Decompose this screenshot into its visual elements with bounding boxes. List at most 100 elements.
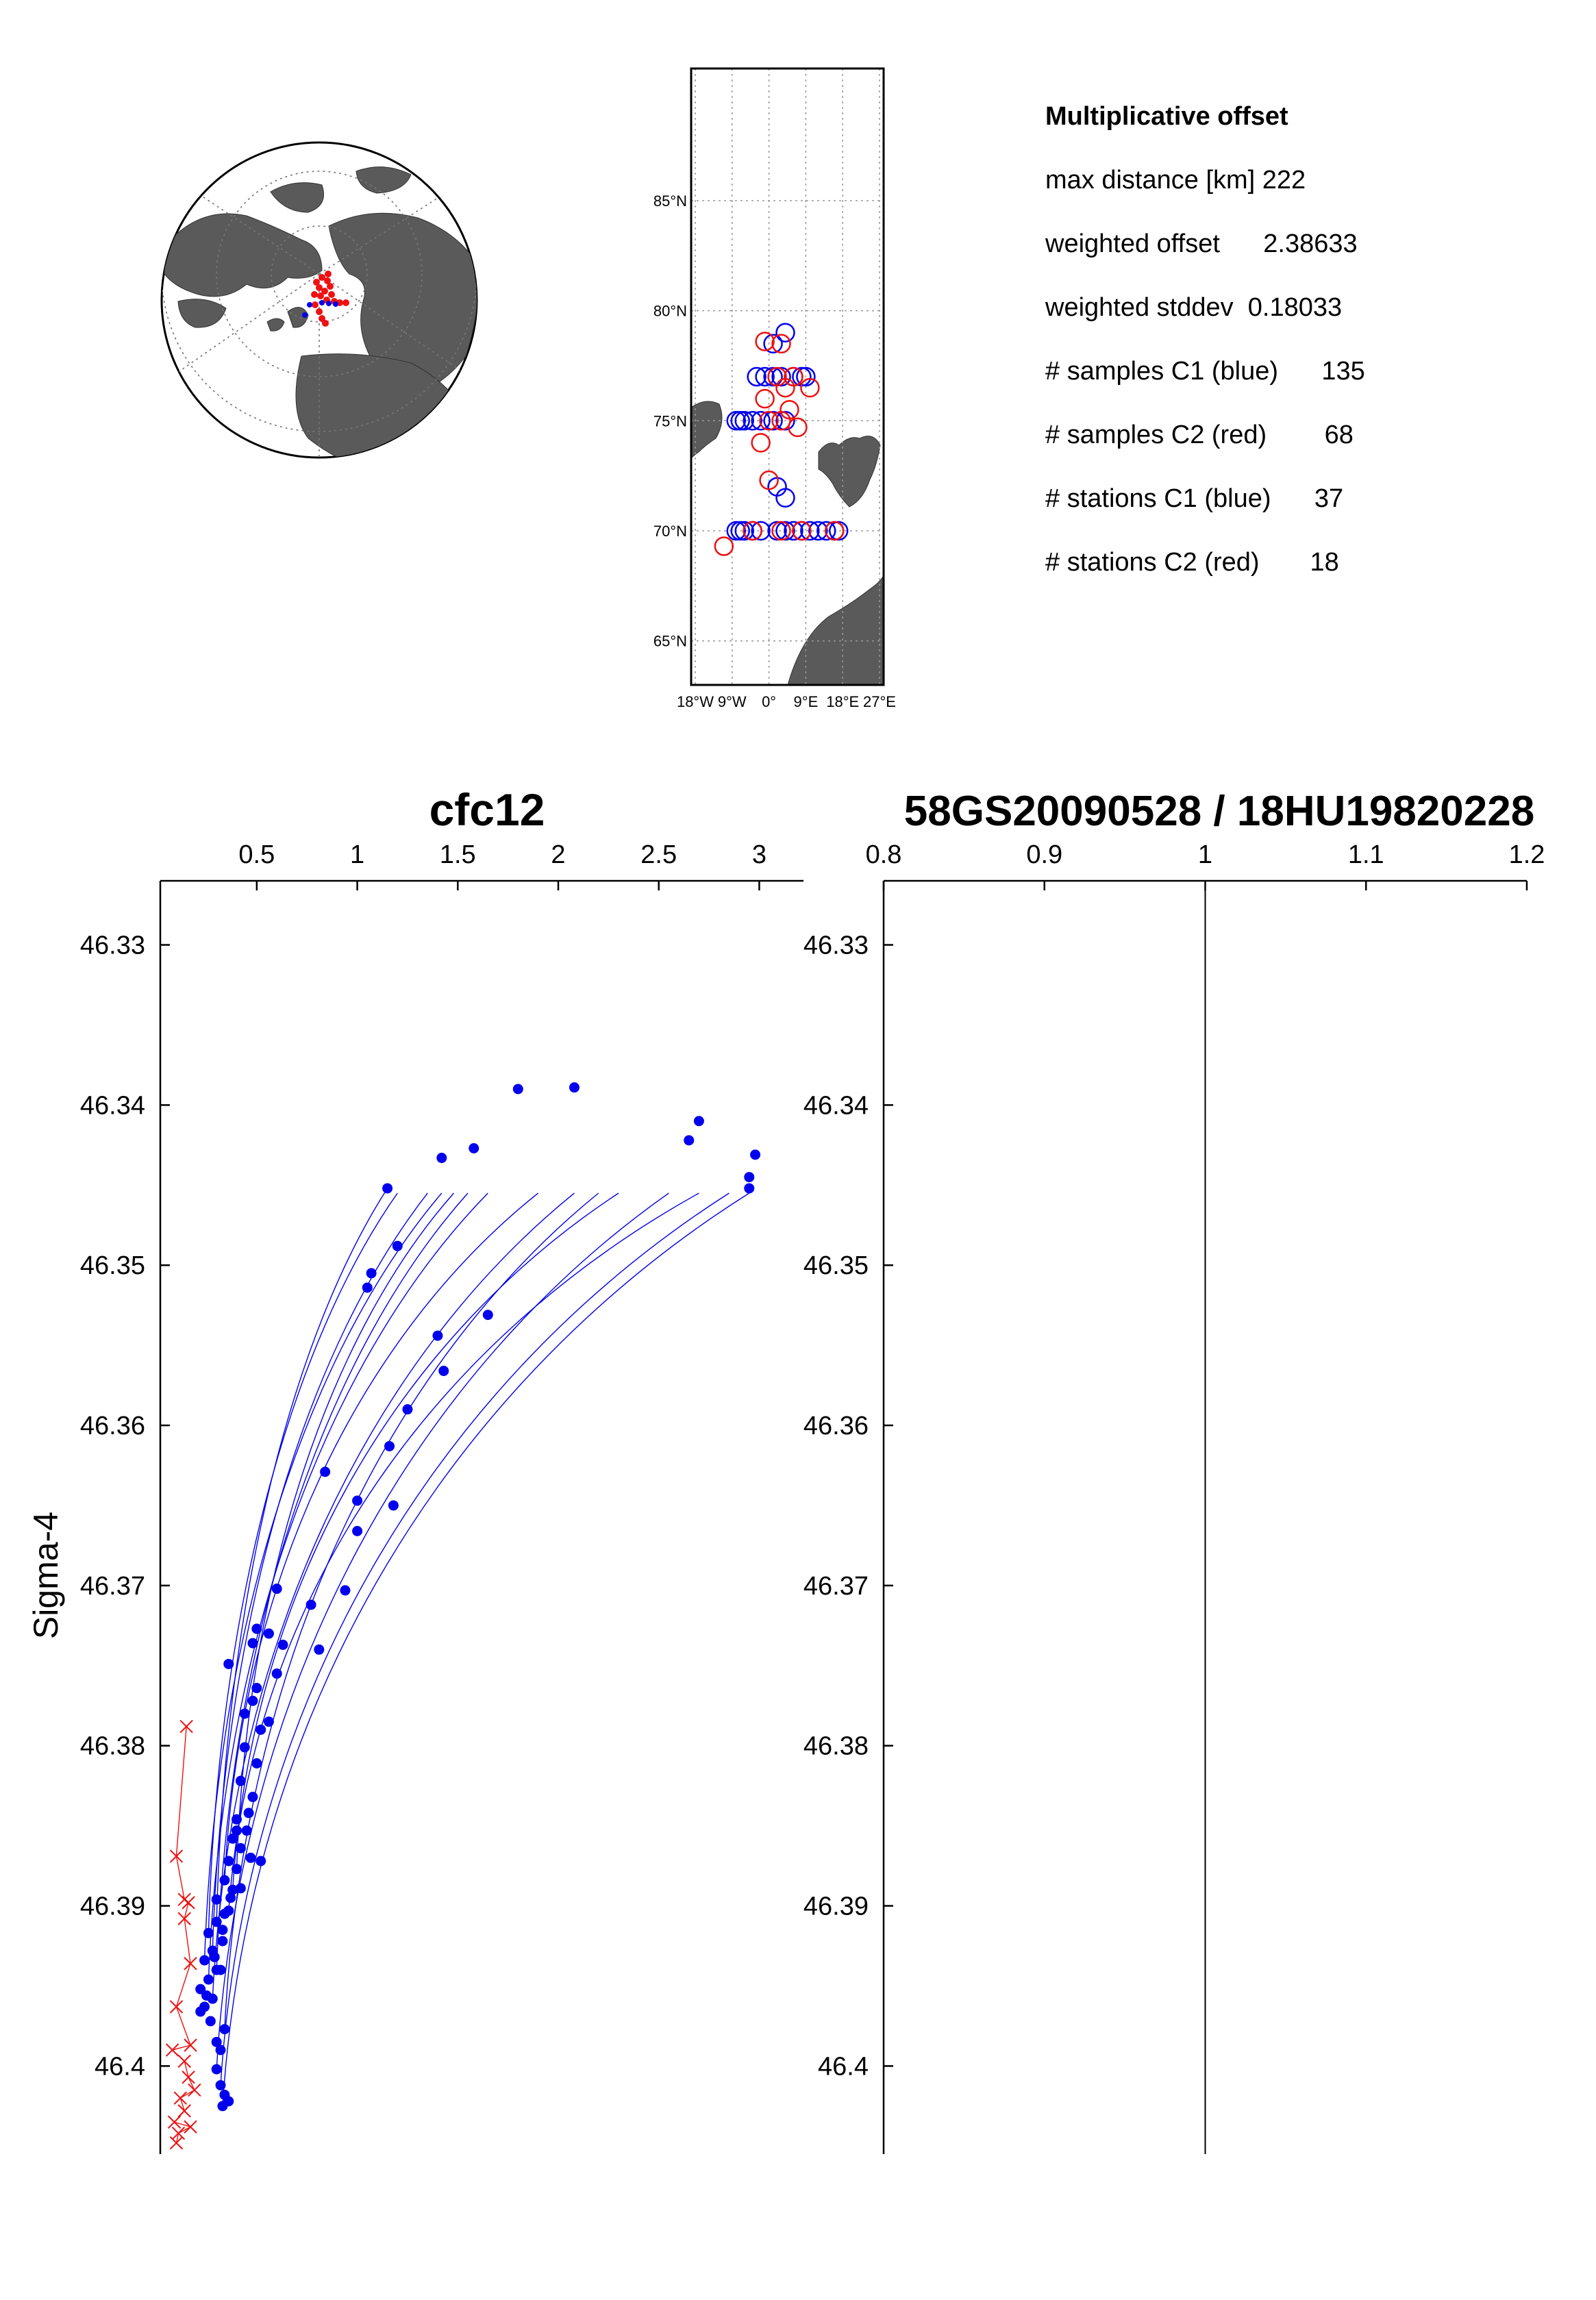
c1-sample-point [239, 1742, 250, 1753]
y-axis-label: Sigma-4 [27, 1512, 65, 1639]
y-tick-label: 46.39 [803, 1892, 869, 1921]
c2-sample-marker [184, 2120, 197, 2134]
stat-stations-c1: # stations C1 (blue) 37 [1045, 478, 1365, 542]
c2-marker-stroke [179, 1719, 193, 1734]
c2-profile-line [179, 2089, 195, 2099]
c1-sample-point [227, 1884, 238, 1895]
c1-station-marker [771, 366, 791, 387]
station-map: 85°N 80°N 75°N 70°N 65°N 18°W 9°W 0° 9°E 18°E 27°… [653, 67, 896, 710]
c1-station-marker [726, 521, 747, 541]
c1-sample-point [277, 1639, 288, 1650]
c1-sample-point [201, 1990, 212, 2001]
c1-sample-point [235, 1775, 246, 1786]
c1-sample-point [744, 1183, 755, 1194]
c2-station-marker [792, 521, 812, 541]
x-tick-label: 1 [1198, 840, 1212, 869]
x-tick-label: 0.5 [238, 840, 275, 869]
c2-profile-line [179, 2097, 185, 2112]
chart-axes: 0.8 0.9 1 1.1 1.2 46.33 46.34 46.35 46.36 46.37 46… [803, 840, 1545, 2154]
c2-profile-line [175, 2133, 179, 2143]
c2-profile-line [175, 1726, 187, 1857]
stat-samples-c1: # samples C1 (blue) 135 [1045, 351, 1365, 414]
c1-station-marker [800, 521, 820, 541]
c1-sample-point [255, 1724, 266, 1735]
c1-profile-line [236, 1192, 454, 1869]
station-lon-labels: 18°W 9°W 0° 9°E 18°E 27°E [677, 693, 896, 710]
c1-sample-point [436, 1153, 447, 1164]
c2-marker-stroke [184, 2120, 197, 2134]
c2-station-marker [755, 388, 775, 409]
y-tick-label: 46.35 [80, 1251, 145, 1280]
station-lon-tick-label: 18°W [677, 693, 714, 710]
y-tick-label: 46.34 [803, 1091, 869, 1120]
c1-sample-point [243, 1808, 254, 1818]
c1-sample-point [247, 1695, 258, 1706]
c2-profile-line [184, 1902, 189, 1919]
c1-station-marker [743, 411, 762, 431]
stat-stations-c2: # stations C2 (red) 18 [1045, 542, 1365, 605]
c1-sample-point [352, 1495, 363, 1506]
c1-sample-point [352, 1525, 363, 1536]
station-lon-tick-label: 9°W [718, 693, 747, 710]
c1-station-marker [796, 366, 816, 387]
c2-sample-marker [169, 2000, 184, 2014]
c2-sample-marker [169, 1849, 184, 1863]
c1-station-marker [730, 521, 750, 541]
c1-series [195, 1082, 761, 2112]
c1-sample-point [384, 1440, 395, 1451]
y-tick-label: 46.36 [80, 1412, 145, 1440]
c1-sample-point [215, 2079, 226, 2090]
c1-station-marker [751, 411, 771, 431]
c1-sample-point [469, 1143, 479, 1154]
c1-station-marker [775, 521, 795, 541]
c2-station-marker [784, 366, 803, 387]
c1-profile-line [216, 1192, 669, 2070]
c1-sample-point [340, 1585, 351, 1596]
c2-profile-line [174, 2121, 191, 2127]
c1-station-marker [751, 521, 771, 541]
station-lon-tick-label: 18°E [826, 693, 859, 710]
c1-station-marker [767, 521, 787, 541]
c1-sample-point [215, 1964, 226, 1975]
c1-sample-point [195, 1984, 206, 1995]
c1-profile-line [220, 1192, 730, 2086]
c2-profile-line [184, 1918, 191, 1964]
c1-sample-point [235, 1883, 246, 1894]
stats-heading: Multiplicative offset [1045, 102, 1288, 131]
c2-sample-marker [179, 1719, 193, 1734]
stat-value: 2.38633 [1263, 229, 1358, 258]
c2-sample-marker [184, 1957, 197, 1971]
stat-samples-c2: # samples C2 (red) 68 [1045, 414, 1365, 478]
station-lon-tick-label: 9°E [794, 693, 819, 710]
c1-station-marker [775, 411, 795, 431]
c1-station-marker [816, 521, 836, 541]
stat-label: max distance [km] [1045, 166, 1256, 195]
chart-axes: 0.5 1 1.5 2 2.5 3 46.33 46.34 46.35 46.36 46.37 46.… [80, 840, 803, 2154]
y-tick-label: 46.4 [818, 2052, 869, 2081]
c1-sample-point [217, 2101, 228, 2112]
c1-sample-point [199, 1955, 210, 1966]
c1-sample-point [255, 1855, 266, 1866]
c2-marker-stroke [169, 2000, 184, 2014]
c1-sample-point [263, 1628, 274, 1639]
c2-sample-marker [188, 2083, 201, 2097]
c1-sample-point [211, 1916, 222, 1927]
c2-station-marker [771, 521, 791, 541]
c2-sample-marker [177, 1912, 191, 1925]
c2-marker-stroke [177, 2054, 191, 2068]
x-tick-label: 1.5 [440, 840, 476, 869]
stat-weighted-stddev: weighted stddev 0.18033 [1045, 287, 1365, 351]
c2-marker-stroke [184, 2038, 197, 2052]
c1-profile-line [208, 1192, 398, 1934]
c1-sample-point [251, 1758, 262, 1768]
c2-profile-line [175, 1963, 191, 2008]
c2-sample-marker [169, 2136, 184, 2150]
stat-max-distance: max distance [km] 222 [1045, 160, 1365, 223]
y-tick-label: 46.38 [80, 1732, 145, 1761]
c1-station-marker [734, 521, 754, 541]
c1-profile-line [212, 1192, 575, 1999]
station-lat-tick-label: 75°N [653, 412, 687, 429]
stat-value: 135 [1321, 357, 1365, 386]
stat-value: 222 [1262, 166, 1306, 195]
c1-sample-point [219, 1875, 230, 1886]
